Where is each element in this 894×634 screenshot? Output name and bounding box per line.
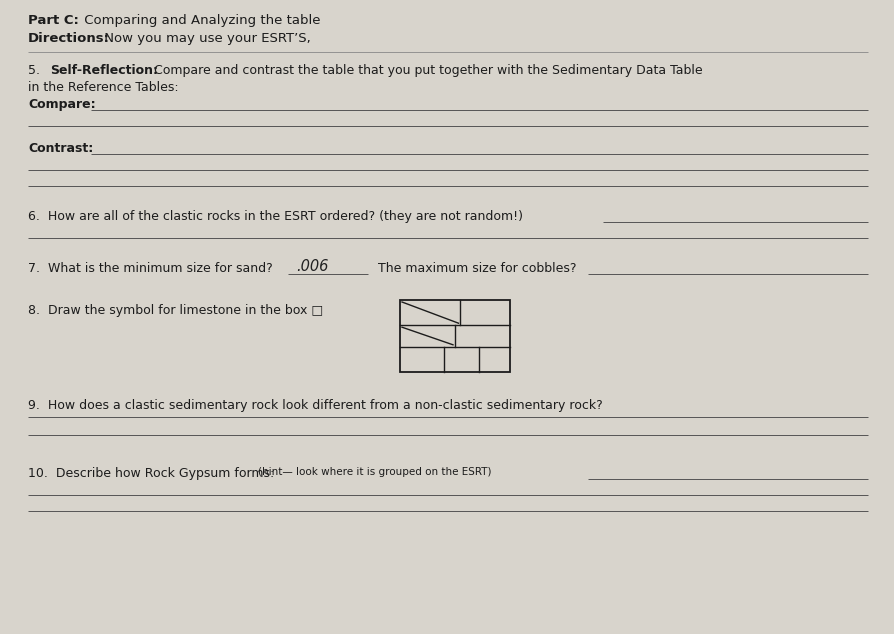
Text: 9.  How does a clastic sedimentary rock look different from a non-clastic sedime: 9. How does a clastic sedimentary rock l… [28, 399, 602, 412]
Text: Part C:: Part C: [28, 14, 79, 27]
Bar [400, 300, 510, 372]
Text: 8.  Draw the symbol for limestone in the box □: 8. Draw the symbol for limestone in the … [28, 304, 323, 317]
Text: 10.  Describe how Rock Gypsum forms:: 10. Describe how Rock Gypsum forms: [28, 467, 278, 480]
Text: (hint— look where it is grouped on the ESRT): (hint— look where it is grouped on the E… [257, 467, 491, 477]
Text: .006: .006 [296, 259, 328, 274]
Text: 6.  How are all of the clastic rocks in the ESRT ordered? (they are not random!): 6. How are all of the clastic rocks in t… [28, 210, 522, 223]
Text: 5.: 5. [28, 64, 48, 77]
Text: Compare:: Compare: [28, 98, 96, 111]
Text: Directions:: Directions: [28, 32, 110, 45]
Text: Now you may use your ESRT’S,: Now you may use your ESRT’S, [100, 32, 310, 45]
Text: The maximum size for cobbles?: The maximum size for cobbles? [377, 262, 576, 275]
Text: in the Reference Tables:: in the Reference Tables: [28, 81, 179, 94]
Text: Comparing and Analyzing the table: Comparing and Analyzing the table [80, 14, 320, 27]
Text: Self-Reflection:: Self-Reflection: [50, 64, 158, 77]
Text: Contrast:: Contrast: [28, 142, 93, 155]
Text: Compare and contrast the table that you put together with the Sedimentary Data T: Compare and contrast the table that you … [150, 64, 702, 77]
Text: 7.  What is the minimum size for sand?: 7. What is the minimum size for sand? [28, 262, 273, 275]
